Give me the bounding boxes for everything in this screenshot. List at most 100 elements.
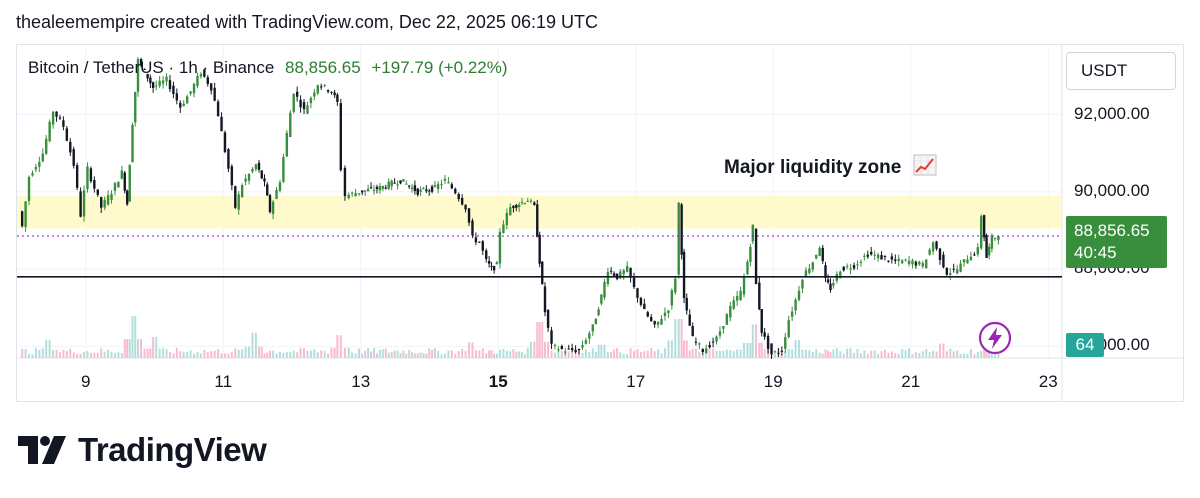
candle	[603, 281, 606, 298]
candle	[490, 265, 493, 267]
x-tick-label: 23	[1038, 372, 1058, 391]
candle	[396, 184, 399, 186]
candle	[128, 165, 131, 202]
volume-bar	[533, 341, 536, 358]
liquidity-zone	[17, 195, 1062, 229]
volume-bar	[390, 351, 393, 358]
volume-bar	[722, 350, 725, 358]
candle	[553, 344, 557, 346]
candle	[801, 279, 804, 289]
candle	[969, 256, 973, 261]
candle	[890, 256, 894, 260]
candle	[911, 260, 914, 265]
volume-bar	[206, 352, 209, 358]
candle	[339, 103, 343, 171]
candle	[758, 282, 761, 310]
x-tick-label: 11	[214, 372, 233, 391]
candle	[393, 182, 396, 184]
candle	[811, 262, 814, 270]
volume-bar	[914, 352, 917, 358]
volume-bar	[945, 351, 948, 358]
volume-bar	[464, 350, 467, 358]
candle	[48, 121, 51, 142]
candle	[336, 94, 339, 102]
volume-bar	[560, 351, 563, 358]
candle	[632, 277, 636, 288]
volume-bar	[808, 350, 811, 358]
lightning-icon[interactable]	[978, 321, 1012, 355]
volume-bar	[79, 354, 82, 358]
candle	[808, 268, 811, 274]
candle	[100, 197, 103, 208]
candle	[323, 84, 326, 86]
candle	[120, 170, 124, 179]
candle	[275, 189, 278, 199]
volume-bar	[594, 352, 597, 358]
candle	[402, 179, 405, 182]
candle	[622, 270, 625, 275]
volume-bar	[275, 353, 278, 358]
volume-bar	[381, 349, 384, 358]
volume-bar	[928, 352, 931, 358]
candle	[609, 270, 613, 272]
candle	[330, 91, 333, 93]
volume-bar	[705, 349, 708, 358]
volume-bar	[425, 353, 428, 358]
x-tick-label: 9	[81, 372, 91, 391]
candle	[425, 189, 428, 192]
volume-bar	[258, 346, 260, 358]
candle	[422, 188, 425, 190]
candle	[51, 111, 55, 125]
candle	[96, 189, 99, 195]
x-tick-label: 21	[901, 372, 921, 391]
volume-bar	[58, 352, 61, 358]
candle	[149, 77, 152, 84]
volume-bar	[584, 349, 587, 358]
candle	[856, 264, 859, 266]
liquidity-zone-annotation[interactable]: Major liquidity zone	[724, 154, 937, 179]
candle	[990, 235, 994, 249]
volume-bar	[31, 354, 34, 358]
candle	[363, 190, 367, 192]
candle	[165, 76, 168, 82]
candle	[263, 178, 266, 182]
volume-bar	[653, 351, 656, 358]
chart-panel[interactable]	[16, 44, 1184, 402]
candle	[993, 238, 997, 240]
volume-bar	[956, 350, 959, 358]
candle	[240, 185, 244, 198]
volume-bar	[437, 350, 440, 358]
candle	[210, 83, 213, 91]
candle	[925, 259, 928, 269]
volume-bar	[244, 346, 247, 358]
price-chart[interactable]	[17, 45, 1183, 401]
candle	[564, 351, 567, 353]
volume-bar	[96, 352, 99, 358]
volume-bar	[732, 350, 735, 358]
volume-bar	[553, 352, 556, 358]
volume-bar	[574, 354, 577, 358]
volume-bar	[932, 350, 935, 358]
volume-bar	[241, 349, 244, 358]
volume-bar	[691, 348, 694, 358]
candle	[430, 186, 434, 192]
currency-selector[interactable]: USDT	[1066, 52, 1176, 90]
candle	[447, 182, 450, 184]
volume-bar	[712, 348, 715, 358]
candle	[701, 349, 704, 352]
volume-bar	[65, 351, 68, 358]
candle	[369, 187, 373, 189]
volume-bar	[131, 316, 134, 358]
volume-bar	[123, 339, 126, 358]
candle	[266, 184, 269, 196]
volume-bar	[110, 351, 113, 358]
volume-bar	[523, 354, 526, 358]
volume-bar	[234, 348, 237, 358]
volume-bar	[751, 324, 754, 358]
volume-bar	[755, 324, 758, 358]
chart-caption: thealeemempire created with TradingView.…	[16, 12, 598, 32]
candle	[574, 349, 577, 353]
volume-tag: 64	[1066, 333, 1104, 357]
volume-bar	[367, 348, 370, 358]
candle	[945, 267, 949, 275]
